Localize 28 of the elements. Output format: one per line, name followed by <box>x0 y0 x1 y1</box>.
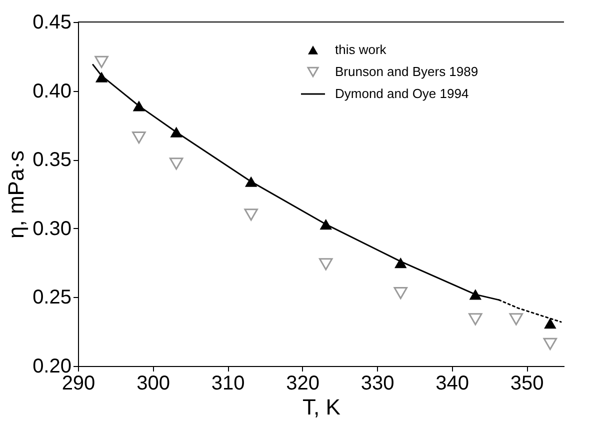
x-tick-label: 330 <box>360 372 394 394</box>
legend-label: Brunson and Byers 1989 <box>335 64 478 79</box>
y-tick-label: 0.35 <box>32 149 72 172</box>
point <box>394 287 408 300</box>
point <box>543 338 558 350</box>
point <box>169 158 184 170</box>
point <box>244 208 258 221</box>
legend-label: this work <box>335 42 387 57</box>
point <box>318 258 333 270</box>
x-tick-label: 340 <box>436 372 470 394</box>
x-tick-label: 350 <box>510 372 544 394</box>
y-tick-label: 0.25 <box>32 286 72 309</box>
x-tick-label: 310 <box>211 372 245 394</box>
point <box>132 132 146 144</box>
point <box>468 313 482 326</box>
x-tick-label: 290 <box>62 372 96 394</box>
y-tick-label: 0.45 <box>32 12 72 34</box>
x-tick-label: 320 <box>286 372 320 394</box>
point <box>544 318 556 329</box>
x-axis-title: T, K <box>302 394 341 420</box>
legend-label: Dymond and Oye 1994 <box>335 86 469 101</box>
point <box>469 289 482 300</box>
y-axis-title: η, mPa·s <box>4 150 29 239</box>
x-tick-label: 300 <box>136 372 170 394</box>
point <box>94 56 108 68</box>
y-tick-label: 0.40 <box>32 80 72 102</box>
y-tick-label: 0.30 <box>32 218 72 240</box>
point <box>509 313 524 326</box>
